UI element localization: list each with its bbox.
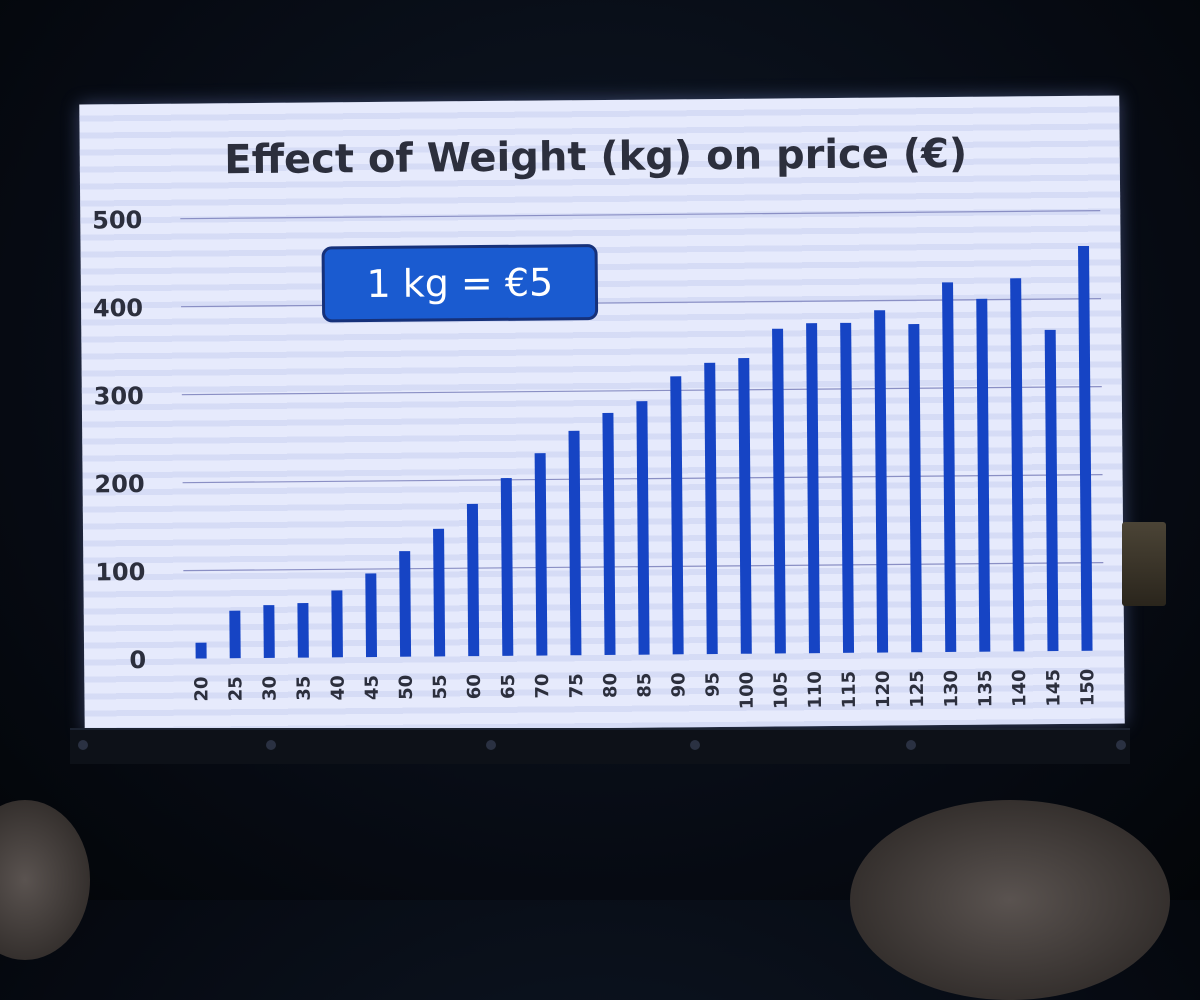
bolt-icon <box>78 740 88 750</box>
bar-40 <box>331 590 343 658</box>
y-tick-label: 300 <box>94 382 144 410</box>
x-tick-label: 40 <box>328 675 349 700</box>
bar-45 <box>365 573 378 658</box>
x-tick-label: 55 <box>430 674 451 699</box>
x-tick-label: 35 <box>294 676 315 701</box>
bolt-icon <box>690 740 700 750</box>
y-axis-ticks: 0 100 200 300 400 500 <box>92 206 146 674</box>
bar-80 <box>602 412 616 655</box>
bar-20 <box>195 642 207 659</box>
bar-105 <box>772 328 786 654</box>
x-tick-label: 25 <box>225 676 246 701</box>
x-tick-label: 120 <box>873 670 894 708</box>
y-tick-label: 200 <box>94 470 144 498</box>
x-tick-label: 105 <box>771 671 792 709</box>
bar-140 <box>1010 278 1025 652</box>
bar-90 <box>670 376 684 655</box>
bar-95 <box>704 362 718 655</box>
bar-50 <box>399 551 412 657</box>
gridline <box>180 210 1101 220</box>
x-tick-label: 130 <box>941 670 962 708</box>
bar-75 <box>568 430 582 656</box>
x-tick-label: 95 <box>702 672 723 697</box>
bar-130 <box>942 282 957 653</box>
y-tick-label: 0 <box>129 646 146 674</box>
bar-30 <box>263 605 275 658</box>
bar-55 <box>433 528 446 657</box>
bar-115 <box>840 322 855 653</box>
bar-100 <box>738 358 752 654</box>
x-tick-label: 145 <box>1043 669 1064 707</box>
x-tick-label: 60 <box>464 674 485 699</box>
x-tick-label: 20 <box>191 676 212 701</box>
bolt-icon <box>906 740 916 750</box>
y-tick-label: 400 <box>93 294 143 322</box>
bar-70 <box>534 453 548 656</box>
x-tick-label: 75 <box>566 673 587 698</box>
speaker-clip <box>1122 522 1166 606</box>
audience-head <box>0 800 90 960</box>
bar-125 <box>908 323 923 653</box>
bar-60 <box>466 503 480 657</box>
x-tick-label: 50 <box>396 675 417 700</box>
y-tick-label: 100 <box>95 558 145 586</box>
bar-35 <box>297 603 309 658</box>
bar-25 <box>229 610 241 659</box>
bars <box>195 245 1093 659</box>
x-tick-label: 125 <box>907 670 928 708</box>
x-tick-label: 65 <box>498 674 519 699</box>
bar-150 <box>1078 245 1093 651</box>
screen-frame-rail <box>70 728 1130 764</box>
bolt-icon <box>266 740 276 750</box>
x-tick-label: 85 <box>634 673 655 698</box>
x-axis-ticks: 20 25 30 35 40 45 50 55 60 65 70 75 80 85 90 95 100 105 11… <box>191 669 1098 710</box>
bar-145 <box>1044 329 1059 652</box>
x-tick-label: 100 <box>736 672 757 710</box>
bar-85 <box>636 401 650 655</box>
x-tick-label: 30 <box>259 676 280 701</box>
bolt-icon <box>486 740 496 750</box>
bar-120 <box>874 310 889 653</box>
x-tick-label: 140 <box>1009 669 1030 707</box>
x-tick-label: 135 <box>975 670 996 708</box>
x-tick-label: 45 <box>362 675 383 700</box>
x-tick-label: 150 <box>1077 669 1098 707</box>
bar-chart: Effect of Weight (kg) on price (€) 01002… <box>92 131 1104 710</box>
x-tick-label: 115 <box>839 671 860 709</box>
rate-callout: 1 kg = €5 <box>321 244 599 323</box>
x-tick-label: 110 <box>805 671 826 709</box>
x-tick-label: 70 <box>532 673 553 698</box>
y-tick-label: 500 <box>92 206 142 234</box>
chart-title: Effect of Weight (kg) on price (€) <box>224 131 967 183</box>
audience-head <box>850 800 1170 1000</box>
bar-135 <box>976 298 991 652</box>
bar-110 <box>806 323 820 654</box>
gridline <box>181 298 1102 308</box>
gridline <box>181 386 1102 396</box>
bolt-icon <box>1116 740 1126 750</box>
x-tick-label: 80 <box>600 673 621 698</box>
x-tick-label: 90 <box>668 672 689 697</box>
bar-65 <box>500 478 514 656</box>
presentation-screen: Effect of Weight (kg) on price (€) 0 100 2… <box>79 95 1125 733</box>
